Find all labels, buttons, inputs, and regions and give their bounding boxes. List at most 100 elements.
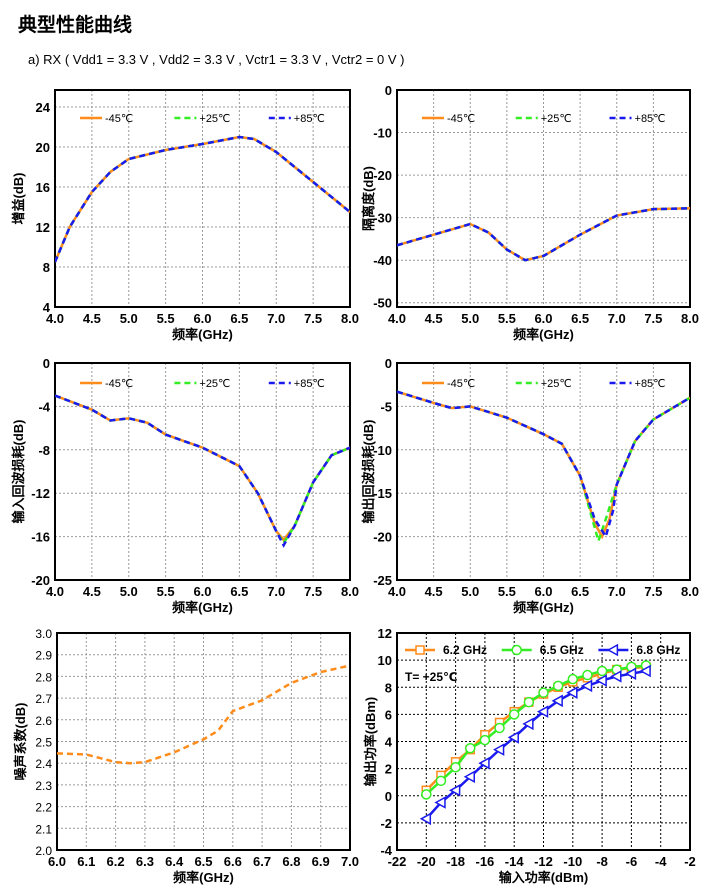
x-tick-label: 5.0 xyxy=(461,584,479,599)
x-tick-label: -20 xyxy=(417,854,436,869)
y-tick-label: 16 xyxy=(36,180,50,195)
y-tick-label: -8 xyxy=(38,443,50,458)
y-tick-label: -20 xyxy=(373,168,392,183)
y-tick-label: -40 xyxy=(373,253,392,268)
x-tick-label: 5.5 xyxy=(498,584,516,599)
legend-marker xyxy=(511,644,522,656)
x-tick-label: -10 xyxy=(563,854,582,869)
y-tick-label: 2.9 xyxy=(35,649,52,663)
y-tick-label: 2.5 xyxy=(35,736,52,750)
y-tick-label: -5 xyxy=(380,399,392,414)
y-tick-label: 0 xyxy=(43,356,50,371)
y-tick-label: -4 xyxy=(380,843,392,858)
y-tick-label: 2.2 xyxy=(35,801,52,815)
x-tick-label: -22 xyxy=(388,854,407,869)
y-tick-label: 0 xyxy=(385,789,392,804)
plot-frame xyxy=(54,362,351,581)
y-tick-label: 2.0 xyxy=(35,844,52,858)
plot-frame xyxy=(396,362,691,581)
legend-label: 6.8 GHz xyxy=(636,643,680,657)
data-point xyxy=(595,674,607,687)
x-tick-label: 5.0 xyxy=(120,584,138,599)
data-point xyxy=(610,670,622,683)
y-tick-label: -20 xyxy=(373,530,392,545)
x-tick-label: 8.0 xyxy=(341,584,359,599)
x-tick-label: 4.0 xyxy=(46,311,64,326)
plot-frame xyxy=(56,632,351,851)
data-point xyxy=(536,705,549,718)
x-tick-label: 8.0 xyxy=(681,311,699,326)
x-tick-label: 7.5 xyxy=(304,584,322,599)
x-tick-label: -8 xyxy=(596,854,608,869)
x-tick-label: 7.0 xyxy=(267,584,285,599)
legend-label: -45℃ xyxy=(105,113,133,125)
y-tick-label: 8 xyxy=(385,680,392,695)
data-point xyxy=(449,784,461,797)
x-tick-label: 7.0 xyxy=(608,584,626,599)
x-tick-label: -14 xyxy=(505,854,525,869)
x-tick-label: 4.0 xyxy=(46,584,64,599)
data-point xyxy=(582,669,593,681)
y-tick-label: -12 xyxy=(31,486,50,501)
x-tick-label: 7.0 xyxy=(341,854,359,869)
x-tick-label: -2 xyxy=(684,854,696,869)
data-point xyxy=(478,756,490,770)
legend-label: +25℃ xyxy=(541,113,572,125)
data-point xyxy=(507,731,519,744)
x-tick-label: 6.5 xyxy=(194,854,212,869)
legend-label: +85℃ xyxy=(294,113,325,125)
data-point xyxy=(567,673,579,685)
x-tick-label: 6.0 xyxy=(534,311,552,326)
series-line-1 xyxy=(57,664,350,765)
data-point xyxy=(493,743,505,756)
plot-frame xyxy=(396,89,691,308)
x-axis-label: 频率(GHz) xyxy=(513,327,574,342)
x-tick-label: 6.1 xyxy=(77,854,95,869)
data-point xyxy=(463,770,475,784)
y-tick-label: 6 xyxy=(385,707,392,722)
chart-4: 4.0 4.5 5.0 5.5 6.0 6.5 7.0 7.5 8.0 0 -5 -10 -15 -20 -… xyxy=(361,356,699,615)
x-tick-label: 5.5 xyxy=(157,311,175,326)
x-tick-label: 4.5 xyxy=(425,584,443,599)
y-tick-label: -25 xyxy=(373,573,392,588)
chart-2: 4.0 4.5 5.0 5.5 6.0 6.5 7.0 7.5 8.0 0 -10 -20 -30 -40… xyxy=(361,83,699,342)
x-tick-label: 6.6 xyxy=(224,854,242,869)
legend-label: +25℃ xyxy=(199,113,230,125)
x-tick-label: 5.0 xyxy=(120,311,138,326)
x-axis-label: 频率(GHz) xyxy=(173,870,234,885)
series-line-3 xyxy=(55,394,350,548)
data-point xyxy=(523,696,535,708)
y-axis-label: 隔离度(dB) xyxy=(361,166,376,231)
data-point xyxy=(639,664,651,678)
data-point xyxy=(508,709,520,720)
y-tick-label: 2.3 xyxy=(35,779,52,793)
data-point xyxy=(552,680,564,692)
y-tick-label: 2.1 xyxy=(35,822,52,836)
x-tick-label: 6.0 xyxy=(193,584,211,599)
x-tick-label: 6.0 xyxy=(48,854,66,869)
x-tick-label: 6.8 xyxy=(282,854,300,869)
series-line-3 xyxy=(397,207,690,262)
data-point xyxy=(434,796,446,809)
series-line-2 xyxy=(425,664,647,796)
data-point xyxy=(566,686,578,699)
x-tick-label: 6.3 xyxy=(136,854,154,869)
y-tick-label: 0 xyxy=(385,83,392,98)
legend-marker xyxy=(606,643,619,657)
annotation-text: T= +25℃ xyxy=(405,670,458,684)
y-tick-label: 12 xyxy=(36,220,50,235)
chart-5: 6.0 6.1 6.2 6.3 6.4 6.5 6.6 6.7 6.8 6.9 7.0 2.0 2.1 2… xyxy=(13,627,359,885)
x-tick-label: -16 xyxy=(476,854,495,869)
y-axis-label: 输入回波损耗(dB) xyxy=(11,420,26,524)
chart-6: -22 -20 -18 -16 -14 -12 -10 -8 -6 -4 -2-4-20246810… xyxy=(363,626,696,885)
y-tick-label: -15 xyxy=(373,486,392,501)
x-tick-label: -6 xyxy=(626,854,638,869)
data-point xyxy=(494,722,505,734)
data-point xyxy=(435,775,447,787)
y-tick-label: 4 xyxy=(43,300,51,315)
x-axis-label: 频率(GHz) xyxy=(172,600,233,615)
y-tick-label: 2.6 xyxy=(35,714,52,728)
data-point xyxy=(450,762,461,773)
y-tick-label: -10 xyxy=(373,443,392,458)
